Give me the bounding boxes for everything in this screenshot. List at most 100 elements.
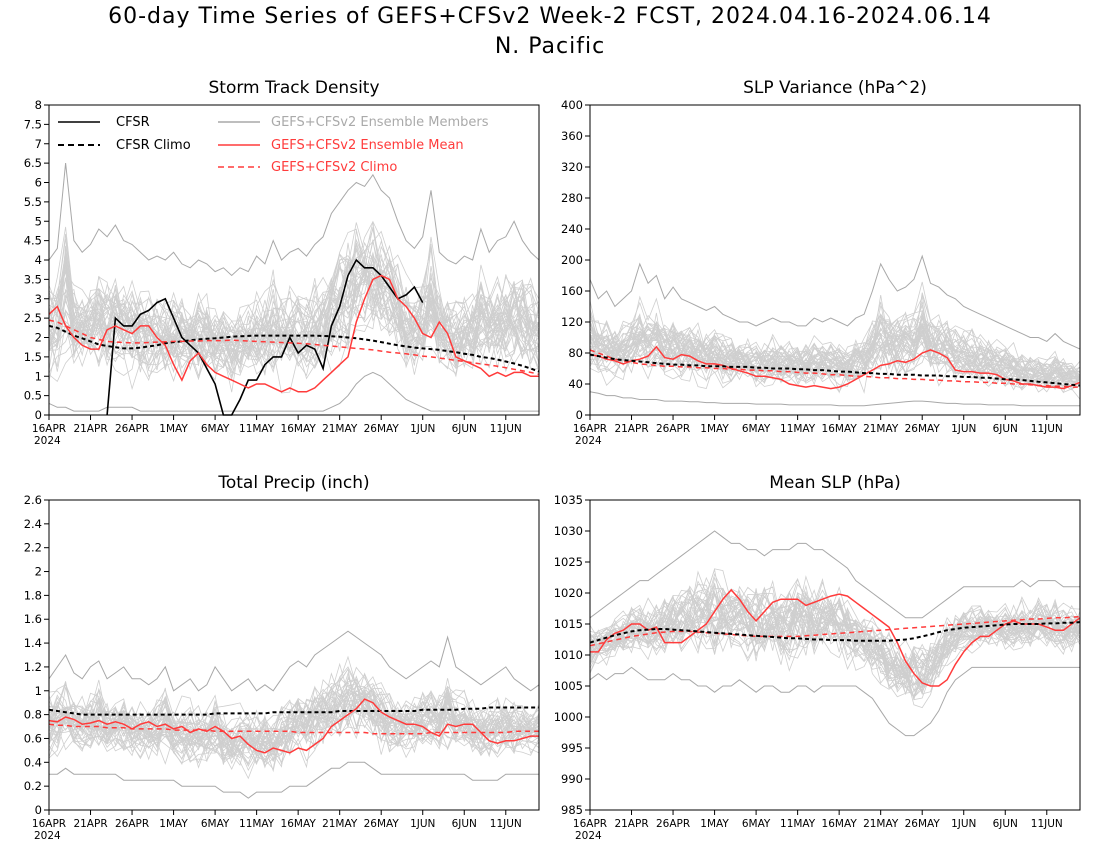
x-year-label: 2024 <box>575 830 602 842</box>
x-tick-label: 6JUN <box>993 818 1018 830</box>
y-tick-label: 995 <box>561 741 583 755</box>
series-ens_climo <box>48 723 539 735</box>
series-ens_mean <box>590 588 1081 687</box>
y-tick-label: 400 <box>561 98 583 112</box>
x-tick-label: 11MAY <box>239 818 275 830</box>
ensemble-member-line <box>589 591 1081 698</box>
ensemble-member-line <box>48 691 540 760</box>
y-tick-label: 5.5 <box>24 195 42 209</box>
y-tick-label: 120 <box>561 315 583 329</box>
x-tick-label: 21MAY <box>322 818 358 830</box>
ensemble-member-line <box>589 590 1081 687</box>
member-envelope-low <box>589 391 1080 407</box>
y-tick-label: 320 <box>561 160 583 174</box>
plot-frame <box>48 499 540 811</box>
y-tick-label: 280 <box>561 191 583 205</box>
chart-title: Total Precip (inch) <box>217 473 369 493</box>
series-ens_climo <box>589 615 1081 647</box>
ensemble-member-line <box>589 313 1081 391</box>
x-tick-label: 1JUN <box>951 818 976 830</box>
series-observed_climo <box>589 621 1081 644</box>
x-tick-label: 26MAY <box>905 423 941 435</box>
member-envelope-low <box>48 371 539 412</box>
series-ens_climo <box>48 319 540 376</box>
x-tick-label: 11MAY <box>239 423 275 435</box>
x-tick-label: 21APR <box>73 423 107 435</box>
y-tick-label: 1035 <box>554 493 583 507</box>
chart-panel-1: Storm Track Density 0 0.5 1 1.5 2 2.5 3 3.5 4 4.5 5… <box>24 78 540 447</box>
y-tick-label: 200 <box>561 253 583 267</box>
y-tick-label: 3.5 <box>24 272 42 286</box>
member-envelope-low <box>589 666 1080 737</box>
x-tick-label: 26APR <box>656 818 690 830</box>
x-tick-label: 6JUN <box>452 818 477 830</box>
legend-cfsr-label: CFSR <box>116 115 150 130</box>
x-tick-label: 1JUN <box>410 423 435 435</box>
member-envelope-high <box>48 630 540 692</box>
x-tick-label: 1MAY <box>159 818 188 830</box>
ensemble-member-line <box>589 323 1080 384</box>
legend-ens-climo-label: GEFS+CFSv2 Climo <box>271 160 397 175</box>
y-tick-label: 360 <box>561 129 583 143</box>
y-tick-label: 1025 <box>554 555 583 569</box>
x-tick-label: 21MAY <box>322 423 358 435</box>
x-tick-label: 26MAY <box>905 818 941 830</box>
x-tick-label: 11MAY <box>780 423 816 435</box>
ensemble-member-line <box>589 317 1081 386</box>
x-tick-label: 6JUN <box>452 423 477 435</box>
legend-members-label: GEFS+CFSv2 Ensemble Members <box>271 115 489 130</box>
y-tick-label: 2.4 <box>24 517 42 531</box>
x-tick-label: 26MAY <box>364 818 400 830</box>
member-envelope-high <box>48 163 540 277</box>
y-tick-label: 1 <box>35 684 42 698</box>
chart-title: Storm Track Density <box>208 78 379 98</box>
y-tick-label: 0.5 <box>24 389 42 403</box>
figure-region: N. Pacific <box>494 34 606 59</box>
member-envelope-high <box>589 254 1081 350</box>
series-ens_climo <box>589 349 1080 388</box>
y-tick-label: 6 <box>35 176 42 190</box>
ensemble-member-line <box>48 288 540 370</box>
y-tick-label: 5 <box>35 214 42 228</box>
x-tick-label: 16MAY <box>822 423 858 435</box>
y-tick-label: 40 <box>568 377 583 391</box>
x-tick-label: 26APR <box>656 423 690 435</box>
x-tick-label: 21MAY <box>863 818 899 830</box>
y-tick-label: 4.5 <box>24 234 42 248</box>
ensemble-member-line <box>589 576 1081 701</box>
ensemble-member-line <box>48 220 540 373</box>
series-ens_mean <box>589 345 1081 390</box>
y-tick-label: 7.5 <box>24 117 42 131</box>
ensemble-member-line <box>589 314 1081 384</box>
y-tick-label: 1010 <box>554 648 583 662</box>
ensemble-member-line <box>49 238 540 366</box>
y-tick-label: 4 <box>35 253 42 267</box>
x-tick-label: 16APR <box>573 818 607 830</box>
y-tick-label: 1.2 <box>24 660 42 674</box>
ensemble-member-line <box>48 675 540 757</box>
y-tick-label: 6.5 <box>24 156 42 170</box>
y-tick-label: 2 <box>35 565 42 579</box>
x-tick-label: 21MAY <box>863 423 899 435</box>
x-tick-label: 16MAY <box>281 818 317 830</box>
y-tick-label: 1.8 <box>24 588 42 602</box>
x-tick-label: 16APR <box>32 423 66 435</box>
x-tick-label: 21APR <box>614 423 648 435</box>
x-tick-label: 11JUN <box>1031 818 1063 830</box>
x-tick-label: 6MAY <box>201 818 230 830</box>
x-tick-label: 11JUN <box>490 818 522 830</box>
y-tick-label: 0 <box>35 803 42 817</box>
y-tick-label: 3 <box>35 292 42 306</box>
x-tick-label: 1MAY <box>700 818 729 830</box>
legend-cfsr-climo-label: CFSR Climo <box>116 138 191 153</box>
x-tick-label: 16APR <box>573 423 607 435</box>
chart-panel-3: Total Precip (inch) 0 0.2 0.4 0.6 0.8 1 1.2 1.4 1… <box>24 473 540 842</box>
x-tick-label: 16APR <box>32 818 66 830</box>
x-tick-label: 1MAY <box>700 423 729 435</box>
x-tick-label: 16MAY <box>281 423 317 435</box>
member-envelope-low <box>49 761 539 799</box>
x-tick-label: 6JUN <box>993 423 1018 435</box>
ensemble-member-line <box>589 328 1081 390</box>
chart-panel-4: Mean SLP (hPa) 985 990 995 1000 1005 1010 1015 1… <box>554 473 1081 842</box>
